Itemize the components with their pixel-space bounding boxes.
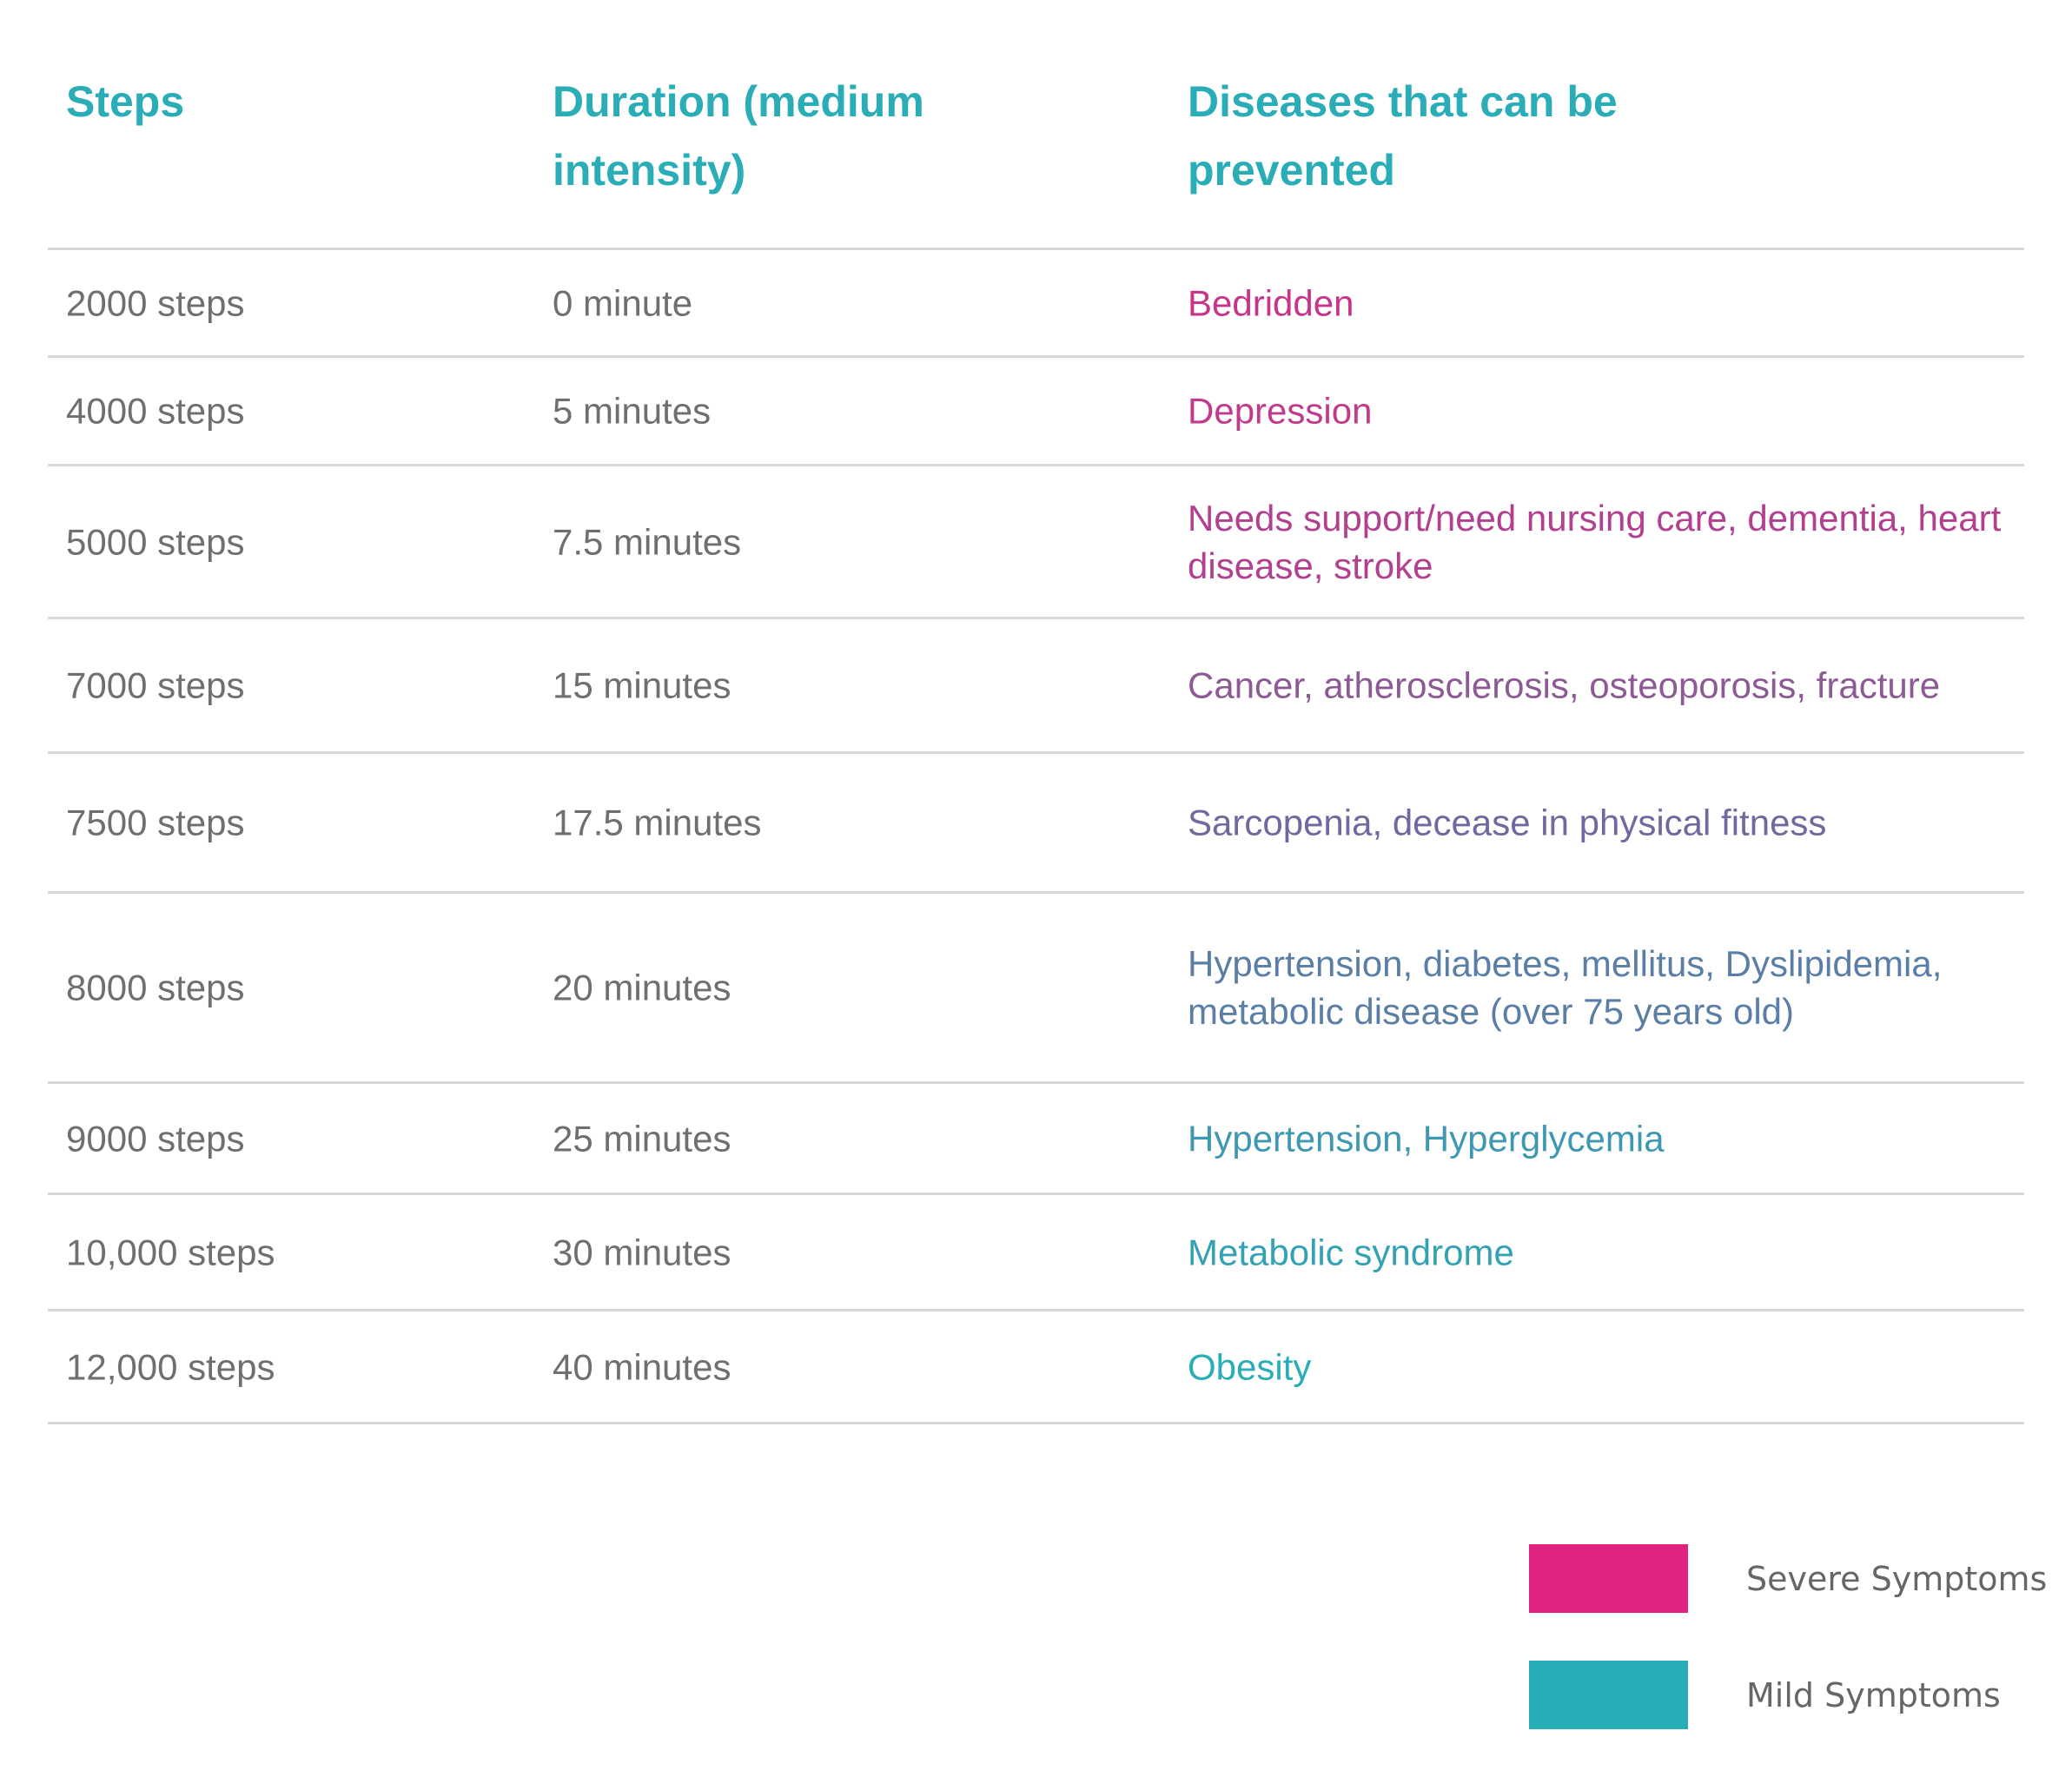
steps-cell: 9000 steps (66, 1118, 245, 1159)
diseases-cell: Hypertension, Hyperglycemia (1188, 1118, 1665, 1159)
table-header: Steps Duration (medium intensity) Diseas… (48, 0, 2024, 250)
diseases-cell: Needs support/need nursing care, dementi… (1188, 497, 2002, 586)
steps-cell: 4000 steps (66, 390, 245, 432)
duration-cell: 40 minutes (553, 1346, 731, 1387)
table-row: 10,000 steps 30 minutes Metabolic syndro… (48, 1195, 2024, 1311)
table-row: 5000 steps 7.5 minutes Needs support/nee… (48, 466, 2024, 619)
table-row: 8000 steps 20 minutes Hypertension, diab… (48, 894, 2024, 1084)
mild-swatch (1529, 1661, 1688, 1729)
diseases-cell: Obesity (1188, 1346, 1312, 1387)
header-diseases: Diseases that can be prevented (1188, 77, 1618, 195)
table-row: 4000 steps 5 minutes Depression (48, 358, 2024, 466)
diseases-cell: Bedridden (1188, 282, 1354, 323)
duration-cell: 7.5 minutes (553, 521, 742, 562)
table-row: 9000 steps 25 minutes Hypertension, Hype… (48, 1084, 2024, 1195)
severe-swatch (1529, 1544, 1688, 1613)
legend-label: Severe Symptoms (1746, 1560, 2048, 1598)
table-row: 7500 steps 17.5 minutes Sarcopenia, dece… (48, 754, 2024, 894)
legend: Severe Symptoms Mild Symptoms (1529, 1544, 2050, 1777)
duration-cell: 5 minutes (553, 390, 712, 432)
table-row: 7000 steps 15 minutes Cancer, atheroscle… (48, 619, 2024, 754)
steps-cell: 12,000 steps (66, 1346, 275, 1387)
steps-cell: 7500 steps (66, 802, 245, 843)
header-steps: Steps (66, 77, 185, 126)
steps-table: Steps Duration (medium intensity) Diseas… (48, 0, 2024, 1424)
table-row: 12,000 steps 40 minutes Obesity (48, 1311, 2024, 1424)
legend-item-severe: Severe Symptoms (1529, 1544, 2050, 1614)
diseases-cell: Hypertension, diabetes, mellitus, Dyslip… (1188, 943, 1943, 1032)
diseases-cell: Sarcopenia, decease in physical fitness (1188, 802, 1827, 843)
steps-cell: 2000 steps (66, 282, 245, 323)
duration-cell: 15 minutes (553, 664, 731, 706)
duration-cell: 20 minutes (553, 967, 731, 1008)
legend-label: Mild Symptoms (1746, 1676, 2001, 1714)
steps-cell: 10,000 steps (66, 1232, 275, 1272)
diseases-cell: Cancer, atherosclerosis, osteoporosis, f… (1188, 664, 1941, 706)
duration-cell: 30 minutes (553, 1232, 731, 1272)
diseases-cell: Depression (1188, 390, 1373, 432)
steps-cell: 7000 steps (66, 664, 245, 706)
steps-cell: 8000 steps (66, 967, 245, 1008)
duration-cell: 17.5 minutes (553, 802, 762, 843)
header-duration: Duration (medium intensity) (553, 77, 924, 195)
table-row: 2000 steps 0 minute Bedridden (48, 250, 2024, 358)
legend-item-mild: Mild Symptoms (1529, 1661, 2050, 1730)
diseases-cell: Metabolic syndrome (1188, 1232, 1514, 1272)
steps-cell: 5000 steps (66, 521, 245, 562)
duration-cell: 25 minutes (553, 1118, 731, 1159)
duration-cell: 0 minute (553, 282, 693, 323)
